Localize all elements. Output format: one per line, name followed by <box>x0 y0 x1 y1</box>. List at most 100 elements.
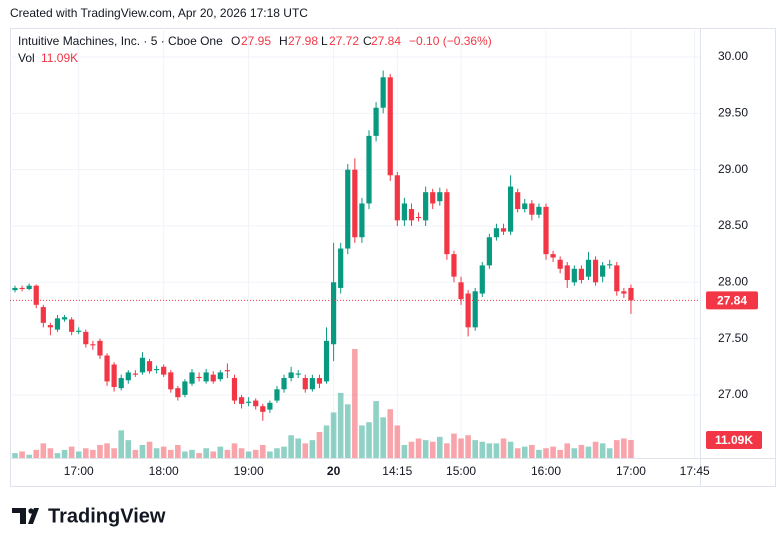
x-tick-label: 17:45 <box>680 464 710 478</box>
volume-bar <box>295 438 301 458</box>
volume-bar <box>182 451 188 458</box>
candle-body <box>224 370 230 372</box>
y-tick-label: 28.50 <box>718 218 748 232</box>
volume-bar <box>12 453 18 458</box>
volume-tag-label: 11.09K <box>715 433 753 447</box>
volume-bar <box>429 441 436 458</box>
volume-bar <box>359 425 365 458</box>
volume-bar <box>529 444 535 458</box>
candle-body <box>338 248 344 288</box>
volume-bar <box>61 449 68 458</box>
volume-bar <box>401 444 408 458</box>
candle-body <box>132 373 138 375</box>
volume-bar <box>599 443 606 458</box>
candle-body <box>585 259 592 277</box>
volume-bar <box>352 349 358 458</box>
candle-body <box>394 175 400 221</box>
legend-value: 27.84 <box>371 34 401 48</box>
candle-body <box>12 287 18 291</box>
brand: TradingView <box>48 505 166 527</box>
volume-bar <box>203 448 209 458</box>
candle-body <box>380 77 386 108</box>
candle-body <box>352 169 358 238</box>
candle-body <box>423 192 429 221</box>
candle-body <box>90 344 96 346</box>
volume-bar <box>316 431 323 458</box>
candle-body <box>189 372 195 384</box>
volume-bar <box>260 444 266 458</box>
volume-bar <box>267 451 273 458</box>
candle-body <box>196 376 202 379</box>
candle-body <box>139 357 146 373</box>
candle-body <box>451 254 457 277</box>
candle-body <box>628 287 634 301</box>
candle-body <box>331 282 337 345</box>
candle-body <box>19 287 25 290</box>
volume-bar <box>479 441 486 458</box>
candle-body <box>61 317 68 320</box>
candle-body <box>430 192 436 204</box>
volume-bar <box>408 441 415 458</box>
volume-bar <box>210 451 217 458</box>
candle-body <box>479 265 485 294</box>
volume-tag <box>706 430 762 449</box>
volume-bar <box>621 438 627 458</box>
candle-body <box>550 254 556 258</box>
y-tick-label: 29.00 <box>718 162 748 176</box>
x-tick-label: 18:00 <box>149 464 179 478</box>
candle-body <box>607 264 613 266</box>
legend-value: 27.95 <box>241 34 271 48</box>
volume-bar <box>189 449 195 458</box>
volume-bar <box>323 425 330 458</box>
volume-bar <box>536 449 542 458</box>
volume-bar <box>288 435 294 458</box>
candle-body <box>536 206 542 215</box>
candle-body <box>104 355 110 382</box>
volume-bar <box>281 446 287 458</box>
candle-body <box>182 381 188 395</box>
candle-body <box>323 340 330 382</box>
volume-bar <box>217 446 224 458</box>
y-tick-label: 28.00 <box>718 274 748 288</box>
candle-body <box>564 265 570 281</box>
volume-bar <box>330 412 337 458</box>
candle-body <box>515 192 521 210</box>
volume-bar <box>167 449 174 458</box>
candle-body <box>246 401 252 403</box>
volume-bar <box>54 453 61 458</box>
volume-bar <box>344 404 351 458</box>
candle-body <box>359 203 365 238</box>
candle-body <box>238 397 245 404</box>
volume-bar <box>83 448 89 458</box>
candle-body <box>288 372 294 379</box>
price-tag <box>706 291 758 310</box>
volume-bar <box>550 446 556 458</box>
volume-bar <box>111 448 117 458</box>
symbol: Intuitive Machines, Inc. · 5 · Cboe One <box>18 34 223 48</box>
candle-body <box>40 307 46 323</box>
candle-body <box>260 406 266 412</box>
volume-bar <box>68 446 75 458</box>
candle-body <box>76 330 82 332</box>
volume-bar <box>592 441 599 458</box>
candle-body <box>621 291 627 294</box>
candle-body <box>168 372 174 390</box>
volume-bar <box>309 440 316 458</box>
candle-body <box>161 366 167 375</box>
candle-body <box>345 169 351 249</box>
volume-bar <box>26 454 32 458</box>
candle-body <box>97 340 103 356</box>
volume-bar <box>422 440 429 458</box>
volume-bar <box>500 438 507 458</box>
candle-body <box>458 282 464 300</box>
legend-key: L <box>321 34 328 48</box>
legend-key: O <box>231 34 240 48</box>
candle-body <box>408 209 415 221</box>
volume-bar <box>472 440 478 458</box>
candle-body <box>592 259 599 283</box>
x-tick-label: 17:00 <box>616 464 646 478</box>
candle-body <box>415 216 422 219</box>
candle-body <box>614 265 620 292</box>
volume-bar <box>231 443 238 458</box>
